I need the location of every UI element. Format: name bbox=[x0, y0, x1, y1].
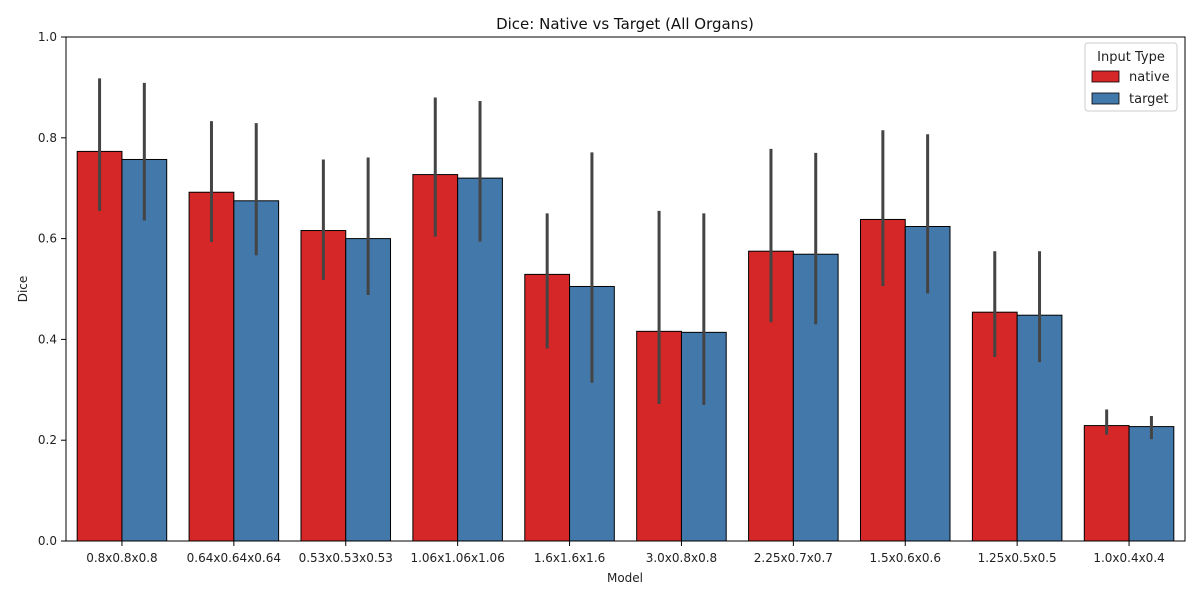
x-axis: 0.8x0.8x0.8 0.64x0.64x0.64 0.53x0.53x0.53 1… bbox=[86, 541, 1165, 565]
error-bars-layer bbox=[98, 78, 1153, 440]
bar-native bbox=[1083, 425, 1130, 542]
x-tick-label: 0.64x0.64x0.64 bbox=[187, 551, 281, 565]
x-tick-label: 1.06x1.06x1.06 bbox=[410, 551, 504, 565]
bar-target bbox=[1128, 426, 1175, 542]
x-tick-label: 1.6x1.6x1.6 bbox=[534, 551, 605, 565]
legend-label-native: native bbox=[1129, 70, 1170, 85]
x-axis-label: Model bbox=[607, 571, 643, 585]
legend-swatch-target bbox=[1091, 92, 1120, 105]
y-tick-label: 1.0 bbox=[38, 30, 57, 44]
x-tick-label: 1.0x0.4x0.4 bbox=[1093, 551, 1164, 565]
legend: Input Type native target bbox=[1084, 42, 1178, 112]
x-tick-label: 3.0x0.8x0.8 bbox=[646, 551, 717, 565]
legend-swatch-native bbox=[1091, 70, 1120, 83]
y-axis-label: Dice bbox=[16, 276, 30, 303]
bar-native bbox=[300, 230, 347, 542]
y-tick-label: 0.0 bbox=[38, 534, 57, 548]
x-tick-label: 0.53x0.53x0.53 bbox=[299, 551, 393, 565]
legend-label-target: target bbox=[1129, 92, 1169, 107]
x-tick-label: 0.8x0.8x0.8 bbox=[86, 551, 157, 565]
y-tick-label: 0.8 bbox=[38, 131, 57, 145]
y-tick-label: 0.6 bbox=[38, 232, 57, 246]
y-axis: 0.0 0.2 0.4 0.6 0.8 1.0 bbox=[38, 30, 66, 548]
bars-layer bbox=[76, 150, 1175, 542]
legend-title: Input Type bbox=[1097, 50, 1165, 65]
plot-frame bbox=[65, 36, 1186, 542]
y-tick-label: 0.4 bbox=[38, 332, 57, 346]
bar-target bbox=[121, 158, 168, 542]
bar-target bbox=[1016, 314, 1063, 542]
bar-native bbox=[188, 191, 235, 542]
y-tick-label: 0.2 bbox=[38, 433, 57, 447]
bar-native bbox=[76, 150, 123, 542]
x-tick-label: 1.25x0.5x0.5 bbox=[978, 551, 1057, 565]
x-tick-label: 2.25x0.7x0.7 bbox=[754, 551, 833, 565]
x-tick-label: 1.5x0.6x0.6 bbox=[870, 551, 941, 565]
chart-title: Dice: Native vs Target (All Organs) bbox=[496, 15, 754, 33]
